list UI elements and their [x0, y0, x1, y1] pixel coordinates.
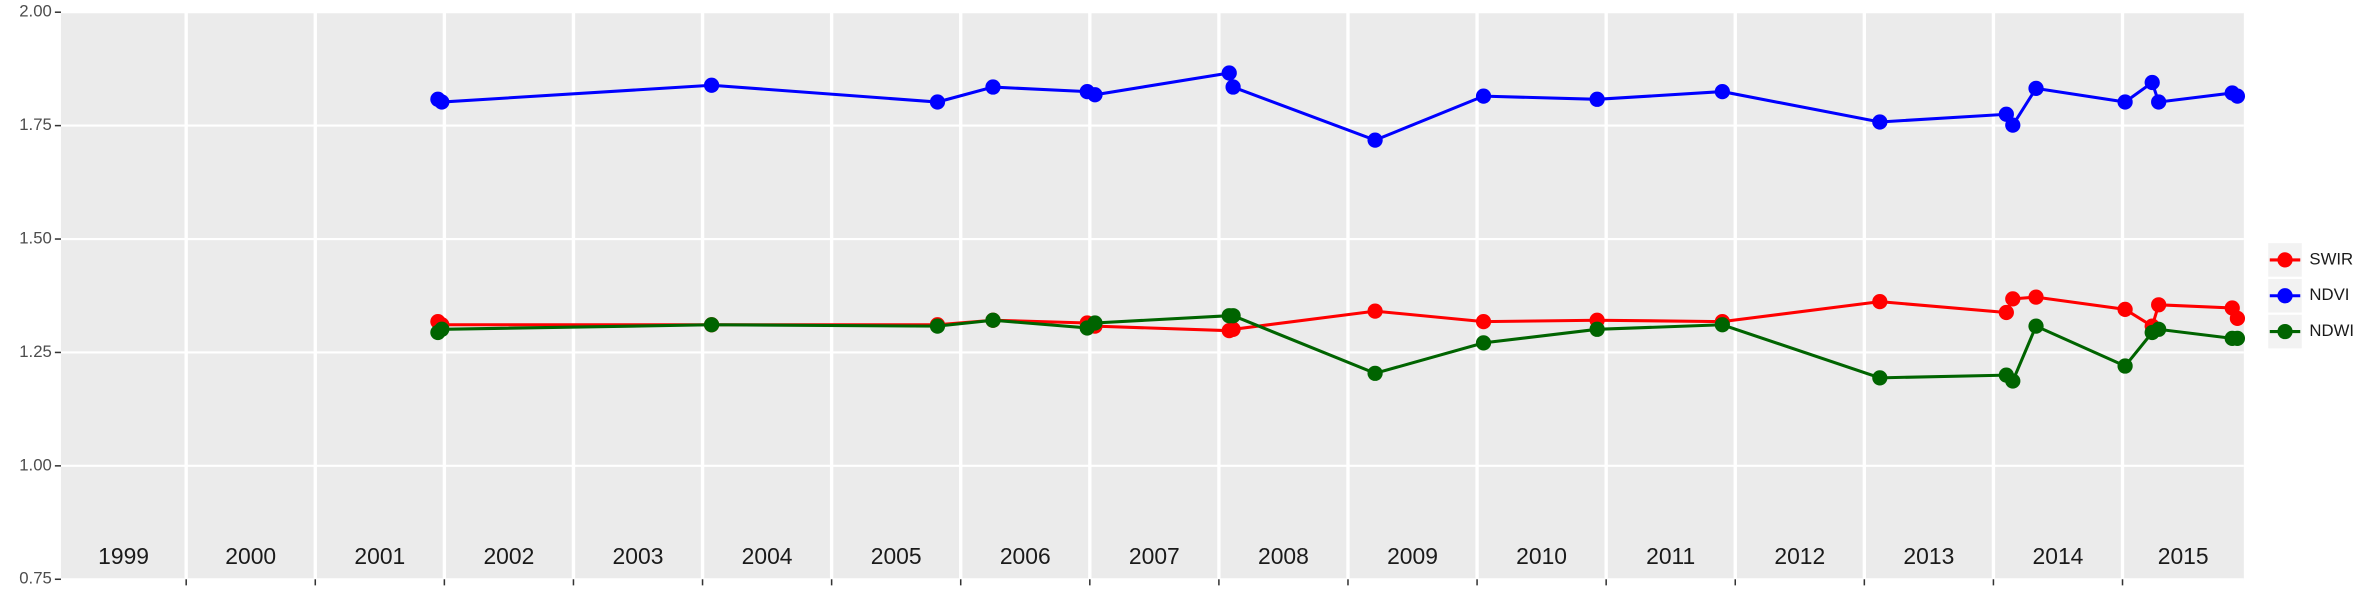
point: [985, 312, 1001, 328]
point: [1367, 303, 1383, 319]
line: [436, 314, 2238, 384]
year-label: 2012: [1774, 543, 1825, 569]
legend-label: SWIR: [2309, 249, 2353, 268]
point: [1998, 304, 2014, 321]
point: [2028, 80, 2044, 97]
point: [1714, 83, 1730, 100]
year-label: 1999: [98, 543, 149, 569]
y-tick-label: 1.75: [19, 115, 52, 134]
point: [1872, 114, 1888, 130]
point: [2229, 310, 2246, 327]
year-label: 2013: [1903, 543, 1954, 569]
year-label: 2014: [2033, 543, 2084, 569]
point: [434, 321, 450, 337]
point: [2144, 74, 2160, 91]
point: [1087, 315, 1103, 331]
point: [1367, 365, 1383, 381]
point: [1475, 335, 1492, 351]
line: [437, 71, 2239, 142]
point: [2028, 318, 2044, 334]
point: [1221, 65, 1237, 81]
series: [430, 308, 2246, 389]
point: [985, 79, 1001, 95]
point: [929, 94, 946, 110]
year-label: 2001: [354, 543, 405, 569]
y-tick-label: 1.00: [19, 455, 52, 474]
legend-dot: [2277, 288, 2293, 304]
point: [2229, 330, 2246, 347]
point: [2151, 94, 2167, 110]
point: [2229, 88, 2246, 104]
point: [2028, 289, 2044, 305]
point: [2151, 297, 2167, 313]
point: [1225, 321, 1241, 337]
year-label: 2000: [225, 543, 276, 569]
point: [703, 317, 720, 333]
point: [1872, 370, 1888, 386]
point: [1475, 313, 1492, 330]
point: [1589, 321, 1605, 337]
point: [2117, 94, 2133, 110]
year-label: 2009: [1387, 543, 1438, 569]
point: [1714, 317, 1730, 333]
legend-dot: [2277, 252, 2293, 268]
point: [1087, 87, 1103, 103]
point: [2151, 321, 2167, 337]
legend: SWIR NDVI NDWI: [2268, 243, 2354, 349]
legend-dot: [2277, 323, 2293, 340]
point: [1367, 132, 1383, 148]
y-tick-label: 0.75: [19, 569, 52, 588]
legend-label: NDWI: [2309, 321, 2354, 340]
y-tick-label: 1.50: [19, 228, 52, 247]
y-tick-label: 1.25: [19, 342, 52, 361]
series: [430, 65, 2246, 148]
point: [929, 318, 946, 334]
point: [434, 94, 450, 110]
year-label: 2007: [1129, 543, 1180, 569]
year-label: 2006: [1000, 543, 1051, 569]
point: [1475, 88, 1492, 104]
point: [1589, 91, 1605, 107]
year-label: 2005: [871, 543, 922, 569]
year-label: 2010: [1516, 543, 1567, 569]
year-label: 2003: [613, 543, 664, 569]
point: [2117, 301, 2133, 317]
point: [1225, 79, 1241, 95]
point: [2005, 291, 2021, 307]
point: [1872, 294, 1888, 310]
panel: [60, 12, 2244, 580]
point: [2117, 358, 2133, 374]
year-label: 2015: [2158, 543, 2209, 569]
year-label: 2011: [1646, 543, 1695, 569]
legend-label: NDVI: [2309, 285, 2349, 304]
year-label: 2004: [742, 543, 793, 569]
point: [2005, 373, 2021, 389]
year-label: 2002: [483, 543, 534, 569]
year-label: 2008: [1258, 543, 1309, 569]
point: [703, 77, 720, 93]
point: [1225, 308, 1241, 324]
point: [2005, 117, 2021, 133]
y-tick-label: 2.00: [19, 2, 52, 21]
